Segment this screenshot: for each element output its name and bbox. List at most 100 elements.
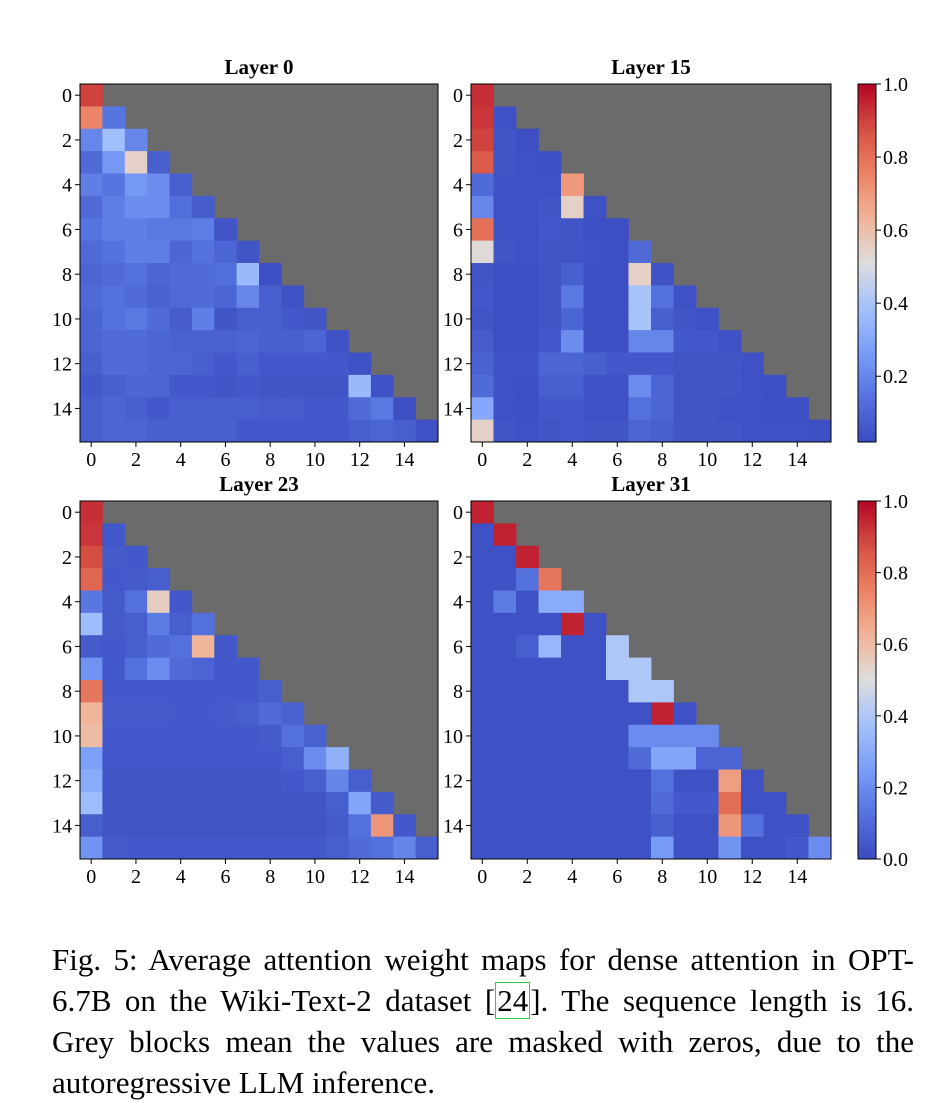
heatmap-cell: [169, 173, 193, 197]
heatmap-cell: [214, 240, 238, 264]
heatmap-cell: [493, 724, 517, 748]
heatmap-cell: [493, 680, 517, 703]
y-tick-label: 0: [62, 85, 72, 107]
x-tick-label: 8: [265, 449, 275, 471]
y-tick-label: 8: [453, 264, 463, 286]
heatmap-cell: [493, 612, 517, 636]
heatmap-cell: [606, 724, 629, 748]
heatmap-cell: [80, 352, 103, 376]
y-tick-label: 6: [453, 636, 463, 658]
heatmap-cell: [516, 240, 539, 264]
heatmap-cell: [651, 791, 674, 815]
heatmap-cell: [102, 374, 126, 398]
heatmap-cell: [561, 374, 584, 398]
heatmap-cell: [169, 240, 193, 264]
heatmap-cell: [516, 590, 539, 614]
heatmap-cell: [124, 724, 148, 748]
heatmap-cell: [493, 836, 517, 860]
heatmap-cell: [102, 352, 126, 376]
axes-frame: [79, 83, 439, 443]
heatmap-cell: [741, 397, 764, 421]
y-tick-label: 12: [52, 771, 72, 793]
heatmap-cell: [169, 702, 193, 726]
heatmap-cell: [147, 702, 170, 726]
heatmap-cell: [214, 307, 238, 331]
heatmap-cell: [516, 419, 539, 443]
heatmap-cell: [583, 814, 607, 838]
heatmap-cell: [493, 657, 517, 681]
x-tick-label: 2: [131, 866, 141, 888]
heatmap-cell: [303, 397, 327, 421]
heatmap-cell: [326, 747, 349, 770]
heatmap-cell: [763, 836, 787, 860]
heatmap-cell: [718, 330, 742, 353]
heatmap-cell: [471, 501, 494, 524]
heatmap-cell: [763, 397, 787, 421]
heatmap-cell: [471, 397, 494, 421]
x-tick-label: 14: [394, 449, 414, 471]
heatmap-cell: [259, 263, 282, 286]
x-tick-label: 6: [612, 866, 622, 888]
heatmap-cell: [516, 568, 539, 591]
heatmap-cell: [538, 307, 562, 331]
heatmap-cell: [236, 702, 260, 726]
heatmap-cell: [561, 814, 584, 838]
heatmap-cell: [606, 747, 629, 770]
heatmap-cell: [786, 419, 809, 443]
heatmap-cell: [236, 285, 260, 309]
heatmap-cell: [628, 307, 652, 331]
heatmap-cell: [516, 128, 539, 152]
heatmap-cell: [348, 769, 372, 793]
heatmap-cell: [471, 590, 494, 614]
heatmap-cell: [214, 724, 238, 748]
heatmap-cell: [303, 791, 327, 815]
heatmap-cell: [583, 307, 607, 331]
heatmap-cell: [471, 195, 494, 219]
heatmap-cell: [538, 814, 562, 838]
heatmap-cell: [102, 590, 126, 614]
heatmap-cell: [147, 195, 170, 219]
heatmap-cell: [538, 657, 562, 681]
heatmap-cell: [236, 680, 260, 703]
heatmap-cell: [102, 195, 126, 219]
heatmap-cell: [259, 747, 282, 770]
y-tick-label: 8: [62, 264, 72, 286]
x-tick-label: 2: [522, 449, 532, 471]
heatmap-cell: [303, 330, 327, 353]
heatmap-cell: [628, 724, 652, 748]
heatmap-cell: [415, 419, 439, 443]
heatmap-cell: [169, 330, 193, 353]
heatmap-cell: [102, 657, 126, 681]
heatmap-cell: [191, 419, 215, 443]
heatmap-cell: [80, 330, 103, 353]
heatmap-cell: [628, 374, 652, 398]
heatmap-cell: [348, 374, 372, 398]
heatmap-cell: [281, 769, 305, 793]
y-tick-label: 10: [443, 726, 463, 748]
x-tick-label: 4: [176, 866, 186, 888]
heatmap-cell: [651, 285, 674, 309]
heatmap-cell: [538, 836, 562, 860]
heatmap-cell: [80, 568, 103, 591]
heatmap-cell: [606, 397, 629, 421]
heatmap-cell: [80, 702, 103, 726]
heatmap-cell: [370, 791, 394, 815]
heatmap-cell: [651, 419, 674, 443]
heatmap-cell: [102, 747, 126, 770]
heatmap-cell: [606, 374, 629, 398]
heatmap-cell: [516, 173, 539, 197]
heatmap-cell: [471, 173, 494, 197]
heatmap-cell: [191, 195, 215, 219]
heatmap-cell: [606, 330, 629, 353]
heatmap-cell: [493, 307, 517, 331]
heatmap-cell: [493, 195, 517, 219]
heatmap-cell: [281, 791, 305, 815]
heatmap-cell: [326, 352, 349, 376]
heatmap-cell: [281, 814, 305, 838]
citation-link[interactable]: 24: [495, 982, 531, 1019]
heatmap-cell: [538, 151, 562, 174]
attention-figure: Layer 0 0 2 4 6 8 10 12 14 0 2 4 6 8 10 12 14 Layer 15 0 2 4…: [52, 55, 908, 888]
heatmap-cell: [538, 352, 562, 376]
heatmap-cell: [651, 263, 674, 286]
heatmap-cell: [214, 285, 238, 309]
